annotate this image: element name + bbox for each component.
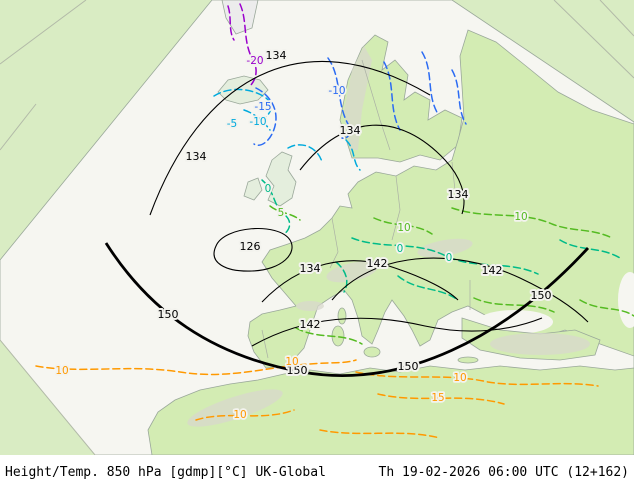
coastline-ireland — [243, 177, 263, 201]
temp-contour-label: 10 — [233, 409, 246, 421]
height-contour-label: 134 — [266, 49, 287, 62]
height-contour-150-thick — [104, 242, 590, 377]
temp-contour-label: 15 — [431, 392, 444, 404]
height-contour-142 — [331, 257, 589, 323]
height-contour-label: 142 — [367, 257, 388, 270]
temp-contour-green — [473, 297, 555, 313]
height-contour-142 — [251, 317, 543, 347]
temp-contour-green — [451, 207, 613, 239]
temp-contour-cyan — [213, 88, 272, 123]
country-border — [451, 161, 457, 201]
height-contour-label: 150 — [287, 364, 308, 377]
terrain-anatolia — [490, 333, 590, 355]
temp-contour-orange — [195, 409, 295, 421]
temp-contour-green — [295, 327, 363, 345]
coastline-iceland — [217, 75, 269, 105]
temp-contour-cyan — [287, 144, 323, 163]
height-contour-label: 134 — [340, 124, 361, 137]
coastline-britain — [265, 151, 297, 207]
temp-contour-label: 10 — [285, 356, 298, 368]
country-border — [261, 329, 269, 359]
black-sea — [477, 310, 553, 334]
temp-contour-teal — [335, 261, 348, 293]
temp-contour-orange — [355, 371, 599, 387]
height-contour-label: 134 — [448, 188, 469, 201]
temp-contour-label: 0 — [397, 243, 404, 255]
temp-contour-cyan — [345, 139, 361, 171]
coastline-sicily — [363, 346, 381, 358]
temp-contour-teal — [559, 239, 621, 259]
temp-contour-cyan — [243, 109, 271, 131]
height-contour-label: 142 — [482, 264, 503, 277]
caspian-sea — [618, 272, 634, 328]
height-contour-label: 150 — [531, 289, 552, 302]
temp-contour-label: 10 — [55, 365, 68, 377]
country-border — [361, 59, 391, 151]
height-contour-label: 134 — [300, 262, 321, 275]
temp-contour-label: -5 — [227, 118, 237, 130]
height-contour-134 — [149, 60, 431, 216]
temp-contour-label: 10 — [453, 372, 466, 384]
temp-contour-teal — [261, 179, 291, 235]
height-contour-134 — [299, 124, 465, 215]
terrain-scandes — [344, 46, 372, 150]
graticule-line — [0, 0, 87, 65]
temp-contour-blue — [421, 51, 439, 115]
temp-contour-blue — [253, 87, 277, 146]
temp-contour-teal — [351, 237, 539, 275]
temp-contour-label: 10 — [514, 211, 527, 223]
terrain-alps — [326, 261, 378, 283]
temp-contour-purple — [227, 5, 235, 41]
temp-contour-green — [373, 217, 433, 235]
height-contour-126 — [213, 228, 293, 272]
coastline-corsica — [337, 307, 347, 325]
caption-datetime-text: Th 19-02-2026 06:00 UTC (12+162) — [378, 465, 629, 480]
coastline-crete — [457, 356, 479, 364]
height-contour-label: 126 — [240, 240, 261, 253]
graticule-line — [553, 0, 634, 79]
temp-contour-teal — [397, 275, 459, 301]
temp-contour-blue — [327, 57, 351, 140]
temp-contour-label: -20 — [246, 55, 263, 67]
height-contour-label: 150 — [398, 360, 419, 373]
graticule-line — [0, 103, 37, 151]
temp-contour-label: 10 — [397, 222, 410, 234]
map-edge-line — [0, 339, 96, 455]
height-contour-label: 134 — [186, 150, 207, 163]
coastline-greenland-tip — [221, 0, 259, 35]
temp-contour-label: 0 — [265, 183, 272, 195]
temp-contour-label: 0 — [446, 252, 453, 264]
graticule-line — [599, 0, 634, 37]
weather-map-canvas: 134 134 134 134 126 134 142 142 142 150 … — [0, 0, 634, 455]
coastline-europe-mainland — [247, 29, 634, 369]
caption-bar: Height/Temp. 850 hPa [gdmp][°C] UK-Globa… — [0, 455, 634, 490]
temp-contour-blue — [451, 69, 467, 125]
terrain-carpathians — [417, 238, 473, 258]
temp-contour-green — [269, 205, 301, 221]
temp-contour-purple — [239, 3, 257, 87]
temp-contour-label: -10 — [328, 85, 345, 97]
temp-contour-label: 5 — [278, 207, 285, 219]
height-contour-label: 150 — [158, 308, 179, 321]
temp-contour-green — [579, 299, 634, 317]
temp-contour-orange — [319, 429, 441, 439]
caption-parameter-text: Height/Temp. 850 hPa [gdmp][°C] UK-Globa… — [5, 465, 326, 480]
coastline-north-africa — [147, 365, 634, 455]
temp-contour-orange — [377, 393, 505, 405]
temp-contour-orange — [35, 359, 357, 376]
height-contour-label: 142 — [300, 318, 321, 331]
temp-contour-blue — [383, 61, 401, 131]
terrain-pyrenees — [296, 301, 324, 311]
country-border — [391, 175, 401, 241]
temp-contour-label: -15 — [254, 101, 271, 113]
temp-contour-label: -10 — [249, 116, 266, 128]
